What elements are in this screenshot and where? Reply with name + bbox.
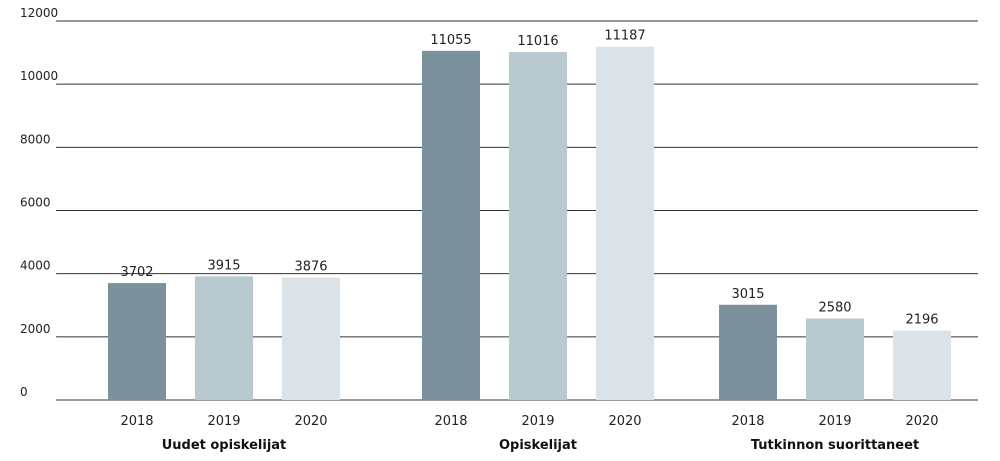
y-axis-ticks: 0 2000 4000 6000 8000 10000 12000 <box>20 6 62 401</box>
data-labels: 3702 3915 3876 11055 11016 11187 3015 2580 2196 <box>120 29 938 328</box>
bar <box>195 276 253 400</box>
group-label: Opiskelijat <box>499 438 577 453</box>
x-tick-label: 2019 <box>521 414 554 429</box>
x-tick-label: 2020 <box>905 414 938 429</box>
group-label: Tutkinnon suorittaneet <box>751 438 919 453</box>
y-tick-label: 4000 <box>20 259 51 273</box>
x-axis-labels: 2018 2019 2020 2018 2019 2020 2018 2019 2020 <box>120 414 938 429</box>
y-tick-label: 8000 <box>20 132 51 146</box>
data-label: 2580 <box>818 301 851 316</box>
bar <box>893 330 951 400</box>
x-tick-label: 2018 <box>120 414 153 429</box>
x-tick-label: 2020 <box>608 414 641 429</box>
bar <box>596 46 654 401</box>
y-tick-label: 2000 <box>20 322 51 336</box>
y-tick-label: 12000 <box>20 6 58 20</box>
y-tick-label: 0 <box>20 385 28 399</box>
x-tick-label: 2018 <box>434 414 467 429</box>
bar <box>282 277 340 400</box>
bar <box>108 283 166 400</box>
data-label: 3015 <box>731 287 764 302</box>
data-label: 11055 <box>430 33 471 48</box>
x-tick-label: 2020 <box>294 414 327 429</box>
data-label: 11016 <box>517 34 558 49</box>
data-label: 11187 <box>604 29 645 44</box>
bar <box>806 318 864 400</box>
bars <box>108 46 951 401</box>
y-tick-label: 10000 <box>20 69 58 83</box>
x-tick-label: 2018 <box>731 414 764 429</box>
bar <box>719 304 777 400</box>
group-label: Uudet opiskelijat <box>162 438 287 453</box>
group-labels: Uudet opiskelijat Opiskelijat Tutkinnon su… <box>162 438 919 453</box>
x-tick-label: 2019 <box>207 414 240 429</box>
x-tick-label: 2019 <box>818 414 851 429</box>
y-tick-label: 6000 <box>20 196 51 210</box>
bar <box>422 50 480 400</box>
data-label: 2196 <box>905 313 938 328</box>
data-label: 3702 <box>120 265 153 280</box>
bar <box>509 52 567 400</box>
data-label: 3876 <box>294 260 327 275</box>
data-label: 3915 <box>207 258 240 273</box>
